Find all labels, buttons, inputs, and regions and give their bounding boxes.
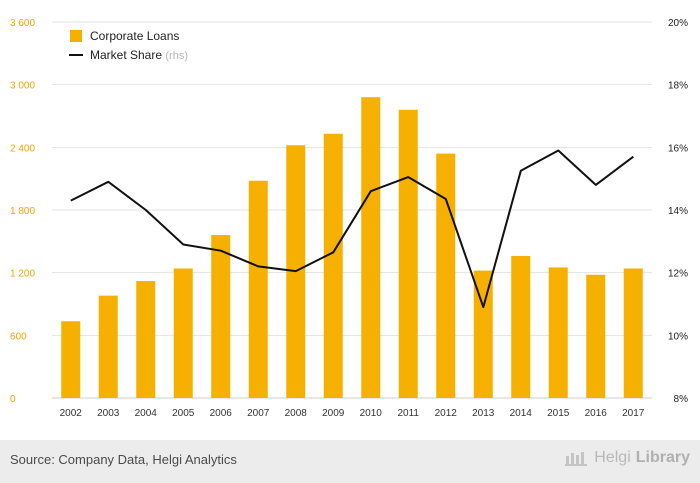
x-axis-tick-label: 2014 [510,408,533,419]
bar [361,97,381,398]
x-axis-tick-label: 2012 [435,408,458,419]
bar [623,268,643,398]
x-axis-tick-label: 2010 [360,408,383,419]
x-axis-tick-label: 2016 [585,408,608,419]
bar [248,180,268,398]
left-axis-tick-label: 1 200 [10,269,35,280]
bar [473,270,493,398]
library-icon [565,452,588,466]
brand-suffix: Library [635,449,690,466]
bar [586,274,606,398]
x-axis-tick-label: 2008 [285,408,308,419]
bar [211,235,231,398]
right-axis-tick-label: 12% [668,269,688,280]
bar [398,109,418,398]
right-axis-tick-label: 14% [668,206,688,217]
legend-bar-label: Corporate Loans [90,29,179,43]
x-axis-tick-label: 2002 [60,408,83,419]
bar [323,133,343,398]
brand-name: Helgi [594,449,631,466]
left-axis-tick-label: 2 400 [10,143,35,154]
left-axis-tick-label: 3 600 [10,18,35,29]
legend-bar-swatch [70,30,82,42]
legend-line-label: Market Share (rhs) [90,48,188,62]
x-axis-tick-label: 2015 [547,408,570,419]
footer: Source: Company Data, Helgi Analytics He… [0,440,700,483]
x-axis-tick-label: 2017 [622,408,645,419]
market-share-line [70,149,634,309]
left-axis-tick-label: 3 000 [10,81,35,92]
bar [511,255,531,398]
left-axis-tick-label: 0 [10,394,16,405]
chart-svg: 0 8% 600 10% 1 200 12% 1 800 14% 2 400 16% 3 000 18… [10,18,689,419]
bar [136,281,156,398]
bar [436,153,456,398]
x-axis-tick-label: 2005 [172,408,195,419]
right-axis-tick-label: 10% [668,331,688,342]
right-axis-tick-label: 20% [668,18,688,29]
x-axis-tick-label: 2011 [397,408,419,419]
right-axis-tick-label: 18% [668,81,688,92]
x-axis-tick-label: 2007 [247,408,270,419]
x-axis-tick-label: 2013 [472,408,495,419]
x-axis-tick-label: 2004 [135,408,158,419]
right-axis-tick-label: 8% [674,394,689,405]
x-axis-tick-label: 2003 [97,408,120,419]
right-axis-tick-label: 16% [668,143,688,154]
brand-logo[interactable]: Helgi Library [565,449,690,467]
bar [98,295,118,398]
bar [173,268,193,398]
left-axis-tick-label: 1 800 [10,206,35,217]
x-axis-tick-label: 2006 [210,408,233,419]
left-axis-tick-label: 600 [10,331,27,342]
source-note: Source: Company Data, Helgi Analytics [10,452,237,467]
bar [548,267,568,398]
x-axis-tick-label: 2009 [322,408,345,419]
legend-rhs-note: (rhs) [165,50,188,62]
bar [61,321,81,398]
